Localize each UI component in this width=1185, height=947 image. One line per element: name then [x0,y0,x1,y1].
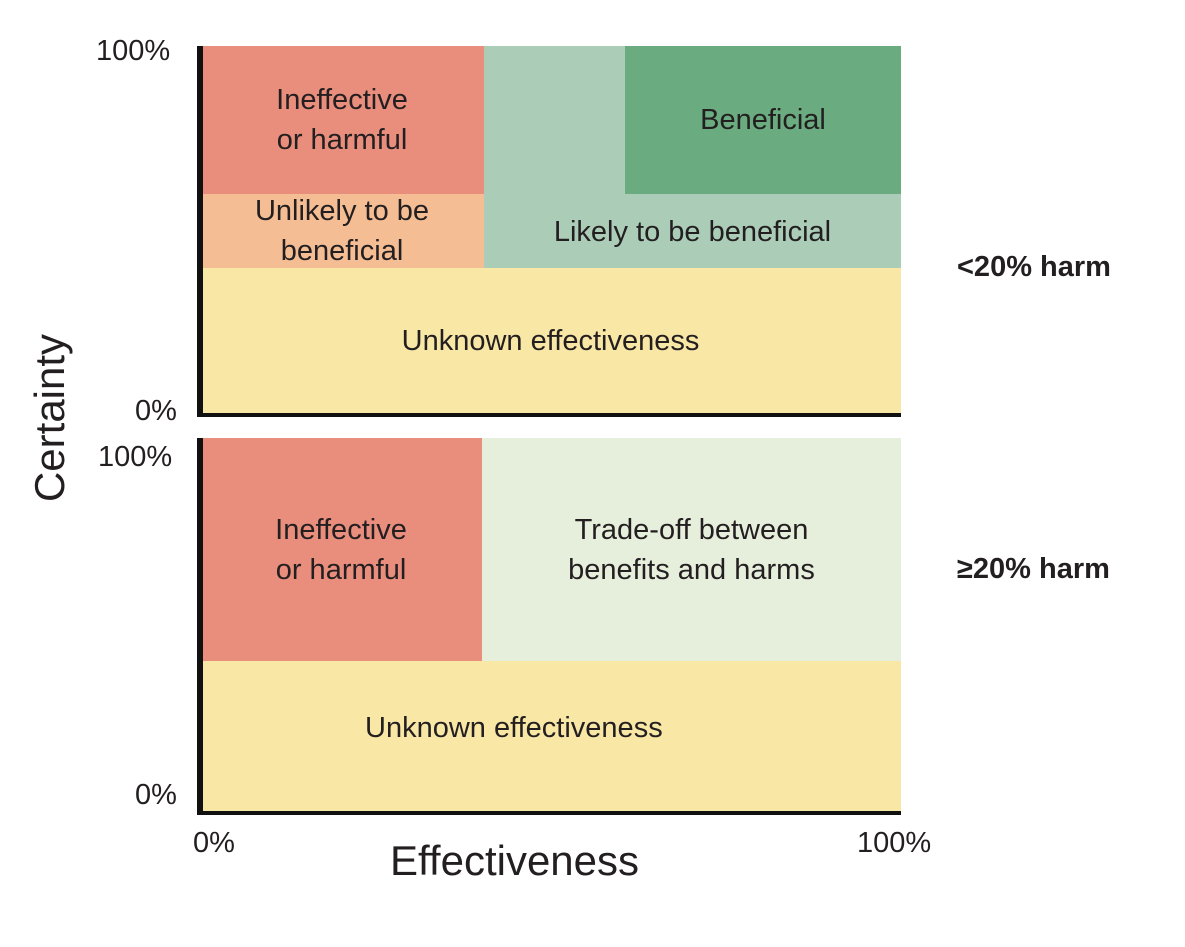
top-harm-label: <20% harm [957,251,1111,283]
top-y-tick-min: 0% [135,395,177,427]
y-axis-title: Certainty [26,333,73,503]
zone-top-beneficial-label: Beneficial [700,104,826,136]
zone-bottom-tradeoff: Trade-off between benefits and harms [482,438,901,661]
x-axis-title: Effectiveness [390,837,640,884]
zone-bottom-ineffective-label: Ineffective or harmful [275,513,407,586]
zone-bottom-unknown-label: Unknown effectiveness [365,712,663,744]
x-tick-max: 100% [857,827,932,859]
zone-bottom-unknown: Unknown effectiveness [200,661,901,811]
top-x-axis-line [197,413,901,417]
top-y-axis-line [197,46,203,417]
bottom-y-tick-max: 100% [98,441,173,473]
zone-bottom-tradeoff-label: Trade-off between benefits and harms [568,513,815,586]
zone-top-ineffective: Ineffective or harmful [200,46,484,194]
bottom-y-axis-line [197,438,203,815]
zone-top-likely-label: Likely to be beneficial [553,216,832,248]
zone-top-ineffective-label: Ineffective or harmful [276,84,408,156]
x-tick-min: 0% [193,827,235,859]
zone-top-unknown: Unknown effectiveness [200,268,901,414]
zone-bottom-ineffective: Ineffective or harmful [200,438,482,661]
zone-top-unlikely-label: Unlikely to be beneficial [254,195,430,267]
bottom-harm-label: ≥20% harm [957,553,1110,585]
top-y-tick-max: 100% [96,35,171,67]
zone-top-unlikely: Unlikely to be beneficial [200,194,484,268]
zone-top-beneficial: Beneficial [625,46,901,194]
zone-top-unknown-label: Unknown effectiveness [401,325,700,357]
bottom-x-axis-line [197,811,901,815]
bottom-y-tick-min: 0% [135,779,177,811]
